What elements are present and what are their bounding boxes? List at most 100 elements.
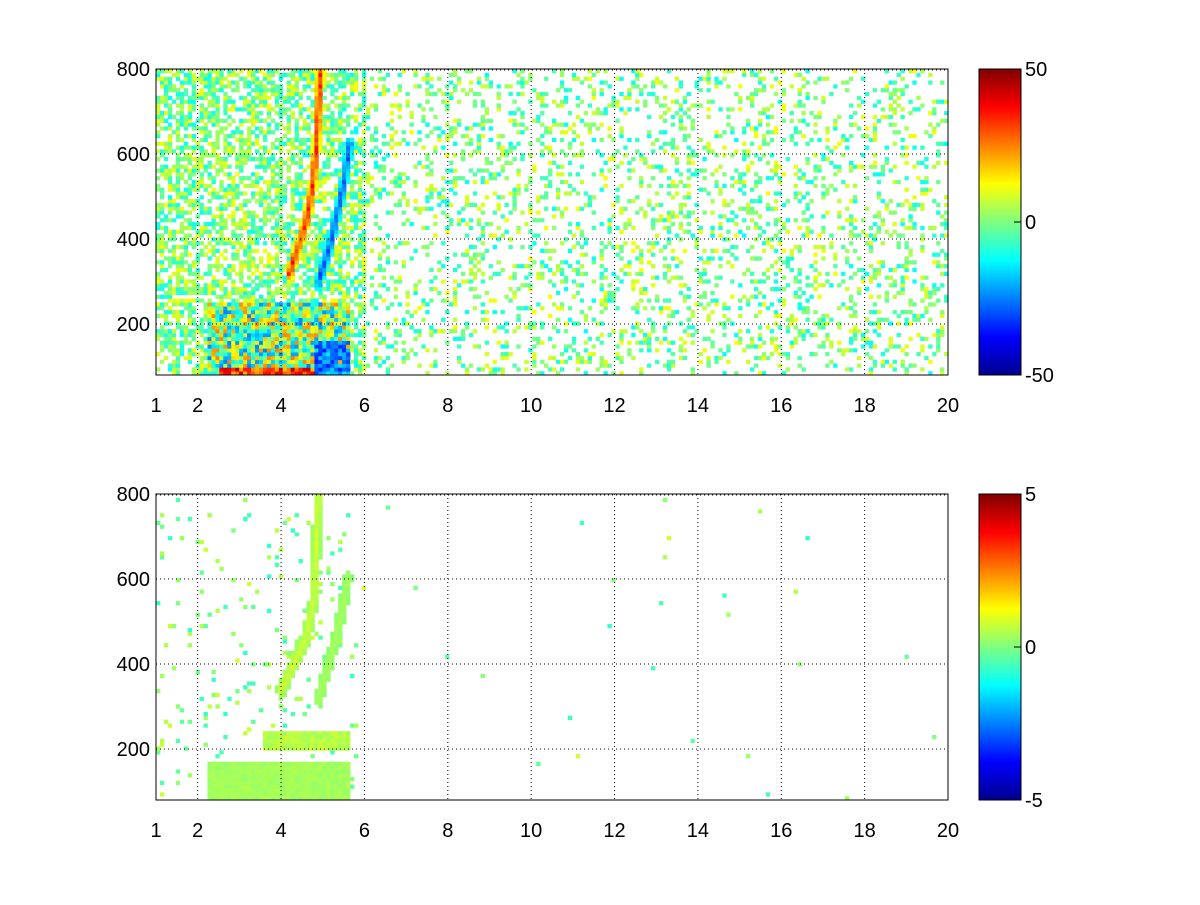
heatmap-cell [464,309,470,315]
heatmap-cell [437,126,442,131]
heatmap-cell [159,283,165,288]
heatmap-cell [167,76,173,81]
heatmap-cell [274,195,280,200]
heatmap-cell [563,88,569,93]
heatmap-cell [797,130,802,135]
heatmap-cell [338,241,343,246]
heatmap-cell [294,153,299,158]
heatmap-cell [171,237,177,242]
heatmap-cell [690,233,695,238]
heatmap-cell [334,153,339,158]
heatmap-cell [730,130,735,135]
heatmap-cell [793,244,798,250]
heatmap-cell [235,156,240,162]
heatmap-cell [599,298,604,303]
heatmap-cell [187,145,193,150]
heatmap-cell [274,206,280,211]
heatmap-cell [187,80,193,85]
heatmap-cell [290,222,295,227]
heatmap-cell [765,130,771,135]
heatmap-cell [270,156,276,162]
heatmap-cell [730,183,735,188]
heatmap-cell [274,363,280,368]
heatmap-cell [231,302,236,307]
heatmap-cell [270,199,276,204]
heatmap-cell [191,206,196,211]
heatmap-cell [187,298,193,303]
heatmap-cell [742,179,747,185]
heatmap-cell [484,222,490,227]
heatmap-cell [334,352,339,357]
heatmap-cell [338,107,343,112]
heatmap-cell [191,287,196,292]
heatmap-cell [346,118,351,123]
heatmap-cell [171,99,177,104]
heatmap-cell [385,321,391,326]
heatmap-cell [235,371,240,375]
heatmap-cell [777,237,783,242]
heatmap-cell [262,84,268,89]
heatmap-cell [532,168,537,173]
heatmap-cell [591,137,596,143]
heatmap-cell [623,111,628,116]
heatmap-cell [179,84,185,89]
heatmap-cell [765,141,771,146]
heatmap-cell [211,214,216,219]
heatmap-cell [318,168,323,173]
heatmap-cell [298,302,303,307]
heatmap-cell [239,218,244,223]
heatmap-cell [417,137,422,143]
heatmap-cell [191,179,196,185]
heatmap-cell [326,114,331,120]
heatmap-cell [199,229,204,234]
heatmap-cell [243,367,248,372]
heatmap-cell [286,317,292,322]
heatmap-cell [338,290,343,296]
heatmap-cell [282,248,288,253]
heatmap-cell [516,225,521,231]
heatmap-cell [445,84,450,89]
heatmap-cell [453,118,458,123]
heatmap-cell [563,348,569,353]
heatmap-cell [159,325,165,330]
heatmap-cell [643,160,648,166]
heatmap-cell [207,141,212,146]
heatmap-cell [251,191,256,196]
heatmap-cell [262,99,268,104]
heatmap-cell [227,309,232,315]
heatmap-cell [239,222,244,227]
heatmap-cell [615,195,620,200]
heatmap-cell [223,126,228,131]
heatmap-cell [405,302,410,307]
heatmap-cell [239,118,244,123]
heatmap-cell [413,329,418,334]
heatmap-cell [274,355,280,361]
heatmap-cell [453,84,458,89]
heatmap-cell [203,244,208,250]
heatmap-cell [266,340,272,345]
heatmap-cell [346,294,351,299]
heatmap-cell [809,214,814,219]
heatmap-cell [401,179,406,185]
heatmap-cell [282,367,288,372]
heatmap-cell [286,344,292,349]
heatmap-cell [480,126,486,131]
heatmap-cell [559,72,565,78]
heatmap-cell [247,309,252,315]
heatmap-cell [163,214,169,219]
heatmap-cell [476,218,482,223]
heatmap-cell [251,222,256,227]
heatmap-cell [247,183,252,188]
heatmap-cell [769,168,775,173]
heatmap-cell [255,267,260,273]
heatmap-cell [544,130,549,135]
heatmap-cell [678,283,684,288]
heatmap-cell [266,359,272,364]
heatmap-cell [563,99,569,104]
heatmap-cell [195,202,200,208]
heatmap-cell [464,199,470,204]
heatmap-cell [203,329,208,334]
heatmap-cell [223,313,228,319]
heatmap-cell [373,153,379,158]
